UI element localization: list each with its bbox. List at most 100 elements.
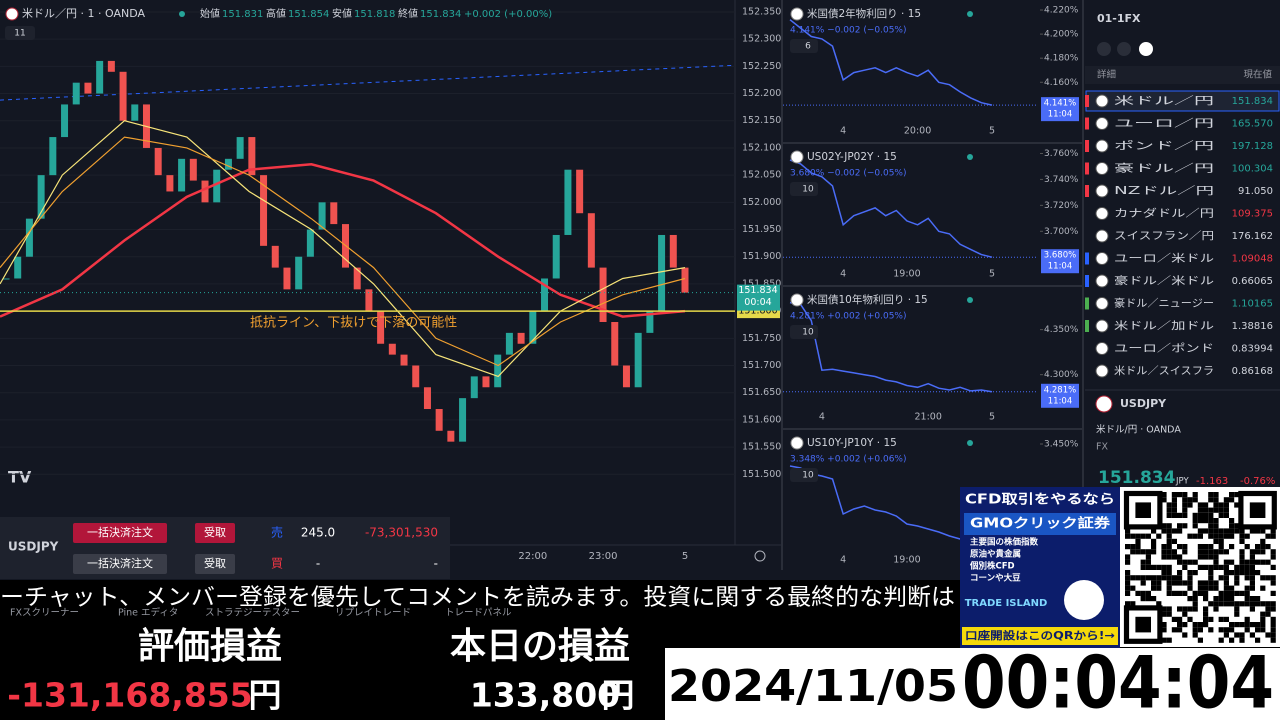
qr-module: [1249, 596, 1255, 602]
qr-finder: [1249, 502, 1266, 518]
qr-module: [1223, 627, 1229, 633]
countdown: 11:04: [1048, 396, 1073, 406]
qr-module: [1177, 616, 1183, 622]
qr-module: [1145, 564, 1151, 570]
x-tick-label: 19:00: [893, 555, 920, 566]
pnl-label: 本日の損益: [450, 626, 630, 667]
qr-module: [1151, 580, 1157, 586]
y-tick-label: 152.300: [742, 34, 781, 45]
last-value-label: 4.281%: [1044, 385, 1076, 395]
qr-module: [1161, 611, 1167, 617]
qr-module: [1161, 492, 1167, 498]
qr-module: [1208, 627, 1214, 633]
qr-module: [1197, 544, 1203, 550]
qr-module: [1192, 497, 1198, 503]
badge: 10: [802, 185, 814, 195]
qr-module: [1135, 538, 1141, 544]
settings-icon[interactable]: [754, 550, 766, 562]
y-tick-label: 3.760%: [1044, 149, 1079, 159]
last-price-bg: [737, 284, 780, 311]
pnl-value: 133,800: [470, 676, 620, 715]
qr-module: [1140, 596, 1146, 602]
ohlc-label: 高値: [266, 7, 286, 20]
qr-module: [1213, 559, 1219, 565]
order-pnl: -: [434, 557, 438, 571]
qr-module: [1125, 554, 1131, 560]
watch-symbol: 米ドル／スイスフラ: [1114, 364, 1214, 377]
qr-module: [1151, 596, 1157, 602]
candle: [599, 267, 607, 322]
qr-module: [1223, 528, 1229, 534]
currency-icon: [1095, 184, 1109, 198]
candle: [330, 202, 338, 225]
qr-module: [1234, 523, 1240, 529]
qr-module: [1182, 544, 1188, 550]
qr-module: [1151, 538, 1157, 544]
candle: [25, 218, 33, 257]
qr-module: [1166, 549, 1172, 555]
qr-module: [1208, 523, 1214, 529]
qr-module: [1125, 601, 1131, 607]
qr-module: [1140, 590, 1146, 596]
qr-module: [1140, 564, 1146, 570]
qr-finder: [1123, 490, 1163, 530]
qr-module: [1171, 512, 1177, 518]
symbol-price: 151.834: [1098, 468, 1176, 488]
qr-module: [1223, 559, 1229, 565]
qr-module: [1166, 533, 1172, 539]
qr-module: [1135, 544, 1141, 550]
qr-module: [1156, 585, 1162, 591]
qr-module: [1260, 585, 1266, 591]
qr-module: [1255, 637, 1261, 643]
qr-module: [1156, 580, 1162, 586]
candle: [377, 311, 385, 344]
pnl-unit: 円: [249, 676, 282, 715]
qr-module: [1270, 528, 1276, 534]
qr-module: [1218, 538, 1224, 544]
watch-symbol: 豪ドル／米ドル: [1114, 274, 1214, 287]
ohlc-label: 終値: [398, 7, 418, 20]
filter-dot: [1139, 42, 1153, 56]
qr-module: [1187, 606, 1193, 612]
qr-module: [1270, 616, 1276, 622]
qr-module: [1145, 554, 1151, 560]
qr-module: [1239, 590, 1245, 596]
row-marker: [1085, 275, 1089, 287]
y-tick-label: 3.720%: [1044, 201, 1079, 211]
qr-module: [1125, 559, 1131, 565]
qr-module: [1182, 549, 1188, 555]
candle: [72, 82, 80, 105]
qr-module: [1265, 632, 1271, 638]
qr-module: [1140, 559, 1146, 565]
qr-module: [1197, 512, 1203, 518]
watch-price: 151.834: [1232, 96, 1273, 107]
qr-module: [1229, 585, 1235, 591]
row-marker: [1085, 117, 1089, 130]
flag-icon: [790, 293, 804, 307]
qr-module: [1239, 554, 1245, 560]
qr-module: [1156, 533, 1162, 539]
status-dot: [967, 11, 973, 17]
qr-module: [1171, 627, 1177, 633]
qr-module: [1234, 502, 1240, 508]
qr-module: [1223, 580, 1229, 586]
qr-module: [1182, 559, 1188, 565]
candle: [260, 175, 268, 246]
candle: [295, 256, 303, 290]
column-header: 詳細: [1097, 69, 1116, 81]
qr-module: [1130, 544, 1136, 550]
qr-module: [1192, 570, 1198, 576]
qr-module: [1244, 570, 1250, 576]
x-tick-label: 4: [840, 126, 846, 137]
qr-module: [1125, 570, 1131, 576]
qr-module: [1166, 554, 1172, 560]
column-header-bg: [1085, 66, 1280, 84]
qr-module: [1229, 590, 1235, 596]
qr-module: [1171, 590, 1177, 596]
qr-module: [1182, 512, 1188, 518]
order-button-label: 一括決済注文: [87, 556, 153, 570]
watch-price: 1.09048: [1232, 254, 1273, 265]
qr-module: [1249, 622, 1255, 628]
qr-module: [1177, 570, 1183, 576]
qr-module: [1166, 580, 1172, 586]
